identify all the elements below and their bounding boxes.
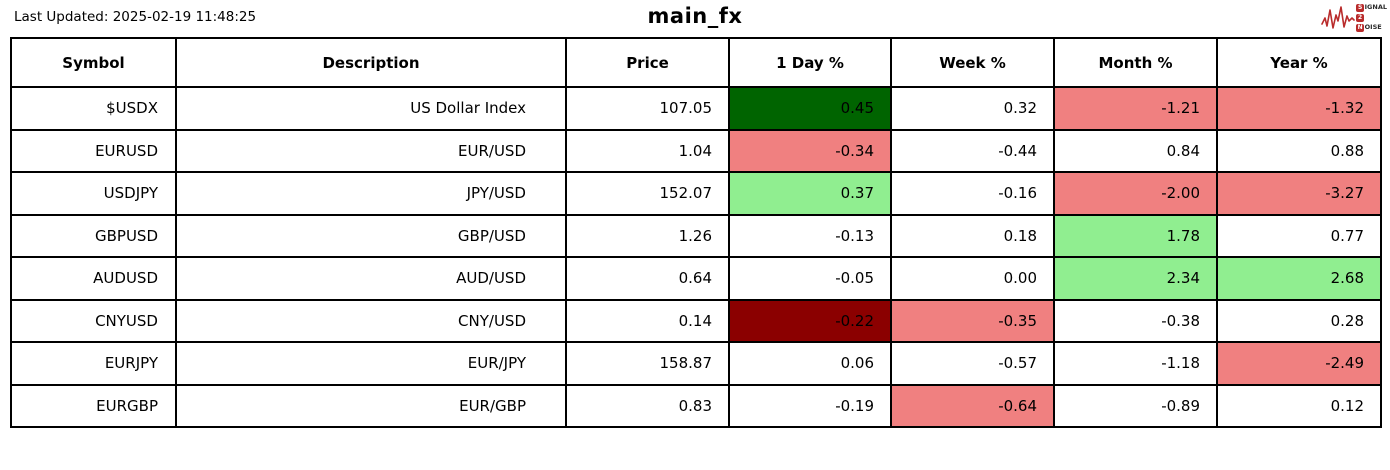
fx-table: Symbol Description Price 1 Day % Week % … xyxy=(10,37,1382,428)
column-header-description: Description xyxy=(175,37,567,88)
week-pct-cell: 0.00 xyxy=(890,256,1055,301)
column-header-symbol: Symbol xyxy=(10,37,177,88)
day-pct-cell: 0.45 xyxy=(728,86,892,131)
column-header-week: Week % xyxy=(890,37,1055,88)
year-pct-cell: 0.12 xyxy=(1216,383,1382,428)
symbol-cell: CNYUSD xyxy=(10,298,177,343)
symbol-cell: USDJPY xyxy=(10,171,177,216)
description-cell: AUD/USD xyxy=(175,256,567,301)
week-pct-cell: 0.18 xyxy=(890,213,1055,258)
column-header-1day: 1 Day % xyxy=(728,37,892,88)
month-pct-cell: -1.18 xyxy=(1053,341,1218,386)
week-pct-cell: -0.57 xyxy=(890,341,1055,386)
day-pct-cell: -0.19 xyxy=(728,383,892,428)
description-cell: EUR/JPY xyxy=(175,341,567,386)
table-row: EURJPY EUR/JPY 158.87 0.06 -0.57 -1.18 -… xyxy=(10,341,1382,386)
month-pct-cell: -0.38 xyxy=(1053,298,1218,343)
table-row: GBPUSD GBP/USD 1.26 -0.13 0.18 1.78 0.77 xyxy=(10,213,1382,258)
year-pct-cell: 0.77 xyxy=(1216,213,1382,258)
week-pct-cell: -0.16 xyxy=(890,171,1055,216)
week-pct-cell: -0.44 xyxy=(890,128,1055,173)
price-cell: 0.83 xyxy=(565,383,730,428)
logo-badge-2: 2 xyxy=(1356,13,1365,22)
day-pct-cell: -0.34 xyxy=(728,128,892,173)
description-cell: EUR/GBP xyxy=(175,383,567,428)
week-pct-cell: -0.64 xyxy=(890,383,1055,428)
table-header-row: Symbol Description Price 1 Day % Week % … xyxy=(10,37,1382,88)
column-header-price: Price xyxy=(565,37,730,88)
month-pct-cell: 1.78 xyxy=(1053,213,1218,258)
description-cell: GBP/USD xyxy=(175,213,567,258)
description-cell: US Dollar Index xyxy=(175,86,567,131)
symbol-cell: AUDUSD xyxy=(10,256,177,301)
logo-text-ignal: IGNAL xyxy=(1364,3,1387,12)
day-pct-cell: -0.05 xyxy=(728,256,892,301)
month-pct-cell: -2.00 xyxy=(1053,171,1218,216)
month-pct-cell: 2.34 xyxy=(1053,256,1218,301)
symbol-cell: $USDX xyxy=(10,86,177,131)
price-cell: 1.26 xyxy=(565,213,730,258)
day-pct-cell: -0.22 xyxy=(728,298,892,343)
price-cell: 107.05 xyxy=(565,86,730,131)
month-pct-cell: 0.84 xyxy=(1053,128,1218,173)
price-cell: 0.64 xyxy=(565,256,730,301)
logo-badge-s: S xyxy=(1356,3,1365,12)
year-pct-cell: 0.88 xyxy=(1216,128,1382,173)
table-row: USDJPY JPY/USD 152.07 0.37 -0.16 -2.00 -… xyxy=(10,171,1382,216)
description-cell: JPY/USD xyxy=(175,171,567,216)
price-cell: 0.14 xyxy=(565,298,730,343)
last-updated-timestamp: Last Updated: 2025-02-19 11:48:25 xyxy=(14,9,257,25)
table-row: CNYUSD CNY/USD 0.14 -0.22 -0.35 -0.38 0.… xyxy=(10,298,1382,343)
day-pct-cell: -0.13 xyxy=(728,213,892,258)
year-pct-cell: -2.49 xyxy=(1216,341,1382,386)
symbol-cell: EURGBP xyxy=(10,383,177,428)
day-pct-cell: 0.37 xyxy=(728,171,892,216)
signal2noise-logo: S IGNAL 2 N OISE xyxy=(1321,3,1387,32)
year-pct-cell: 2.68 xyxy=(1216,256,1382,301)
month-pct-cell: -1.21 xyxy=(1053,86,1218,131)
week-pct-cell: -0.35 xyxy=(890,298,1055,343)
symbol-cell: GBPUSD xyxy=(10,213,177,258)
price-cell: 152.07 xyxy=(565,171,730,216)
page-title: main_fx xyxy=(647,4,743,28)
table-row: AUDUSD AUD/USD 0.64 -0.05 0.00 2.34 2.68 xyxy=(10,256,1382,301)
description-cell: EUR/USD xyxy=(175,128,567,173)
column-header-month: Month % xyxy=(1053,37,1218,88)
logo-text-oise: OISE xyxy=(1364,23,1382,32)
price-cell: 1.04 xyxy=(565,128,730,173)
year-pct-cell: 0.28 xyxy=(1216,298,1382,343)
day-pct-cell: 0.06 xyxy=(728,341,892,386)
column-header-year: Year % xyxy=(1216,37,1382,88)
week-pct-cell: 0.32 xyxy=(890,86,1055,131)
month-pct-cell: -0.89 xyxy=(1053,383,1218,428)
logo-wordmark: S IGNAL 2 N OISE xyxy=(1356,3,1387,32)
table-row: EURUSD EUR/USD 1.04 -0.34 -0.44 0.84 0.8… xyxy=(10,128,1382,173)
year-pct-cell: -3.27 xyxy=(1216,171,1382,216)
waveform-icon xyxy=(1321,5,1355,29)
symbol-cell: EURJPY xyxy=(10,341,177,386)
table-row: EURGBP EUR/GBP 0.83 -0.19 -0.64 -0.89 0.… xyxy=(10,383,1382,428)
logo-badge-n: N xyxy=(1356,23,1365,32)
description-cell: CNY/USD xyxy=(175,298,567,343)
symbol-cell: EURUSD xyxy=(10,128,177,173)
year-pct-cell: -1.32 xyxy=(1216,86,1382,131)
table-row: $USDX US Dollar Index 107.05 0.45 0.32 -… xyxy=(10,86,1382,131)
price-cell: 158.87 xyxy=(565,341,730,386)
